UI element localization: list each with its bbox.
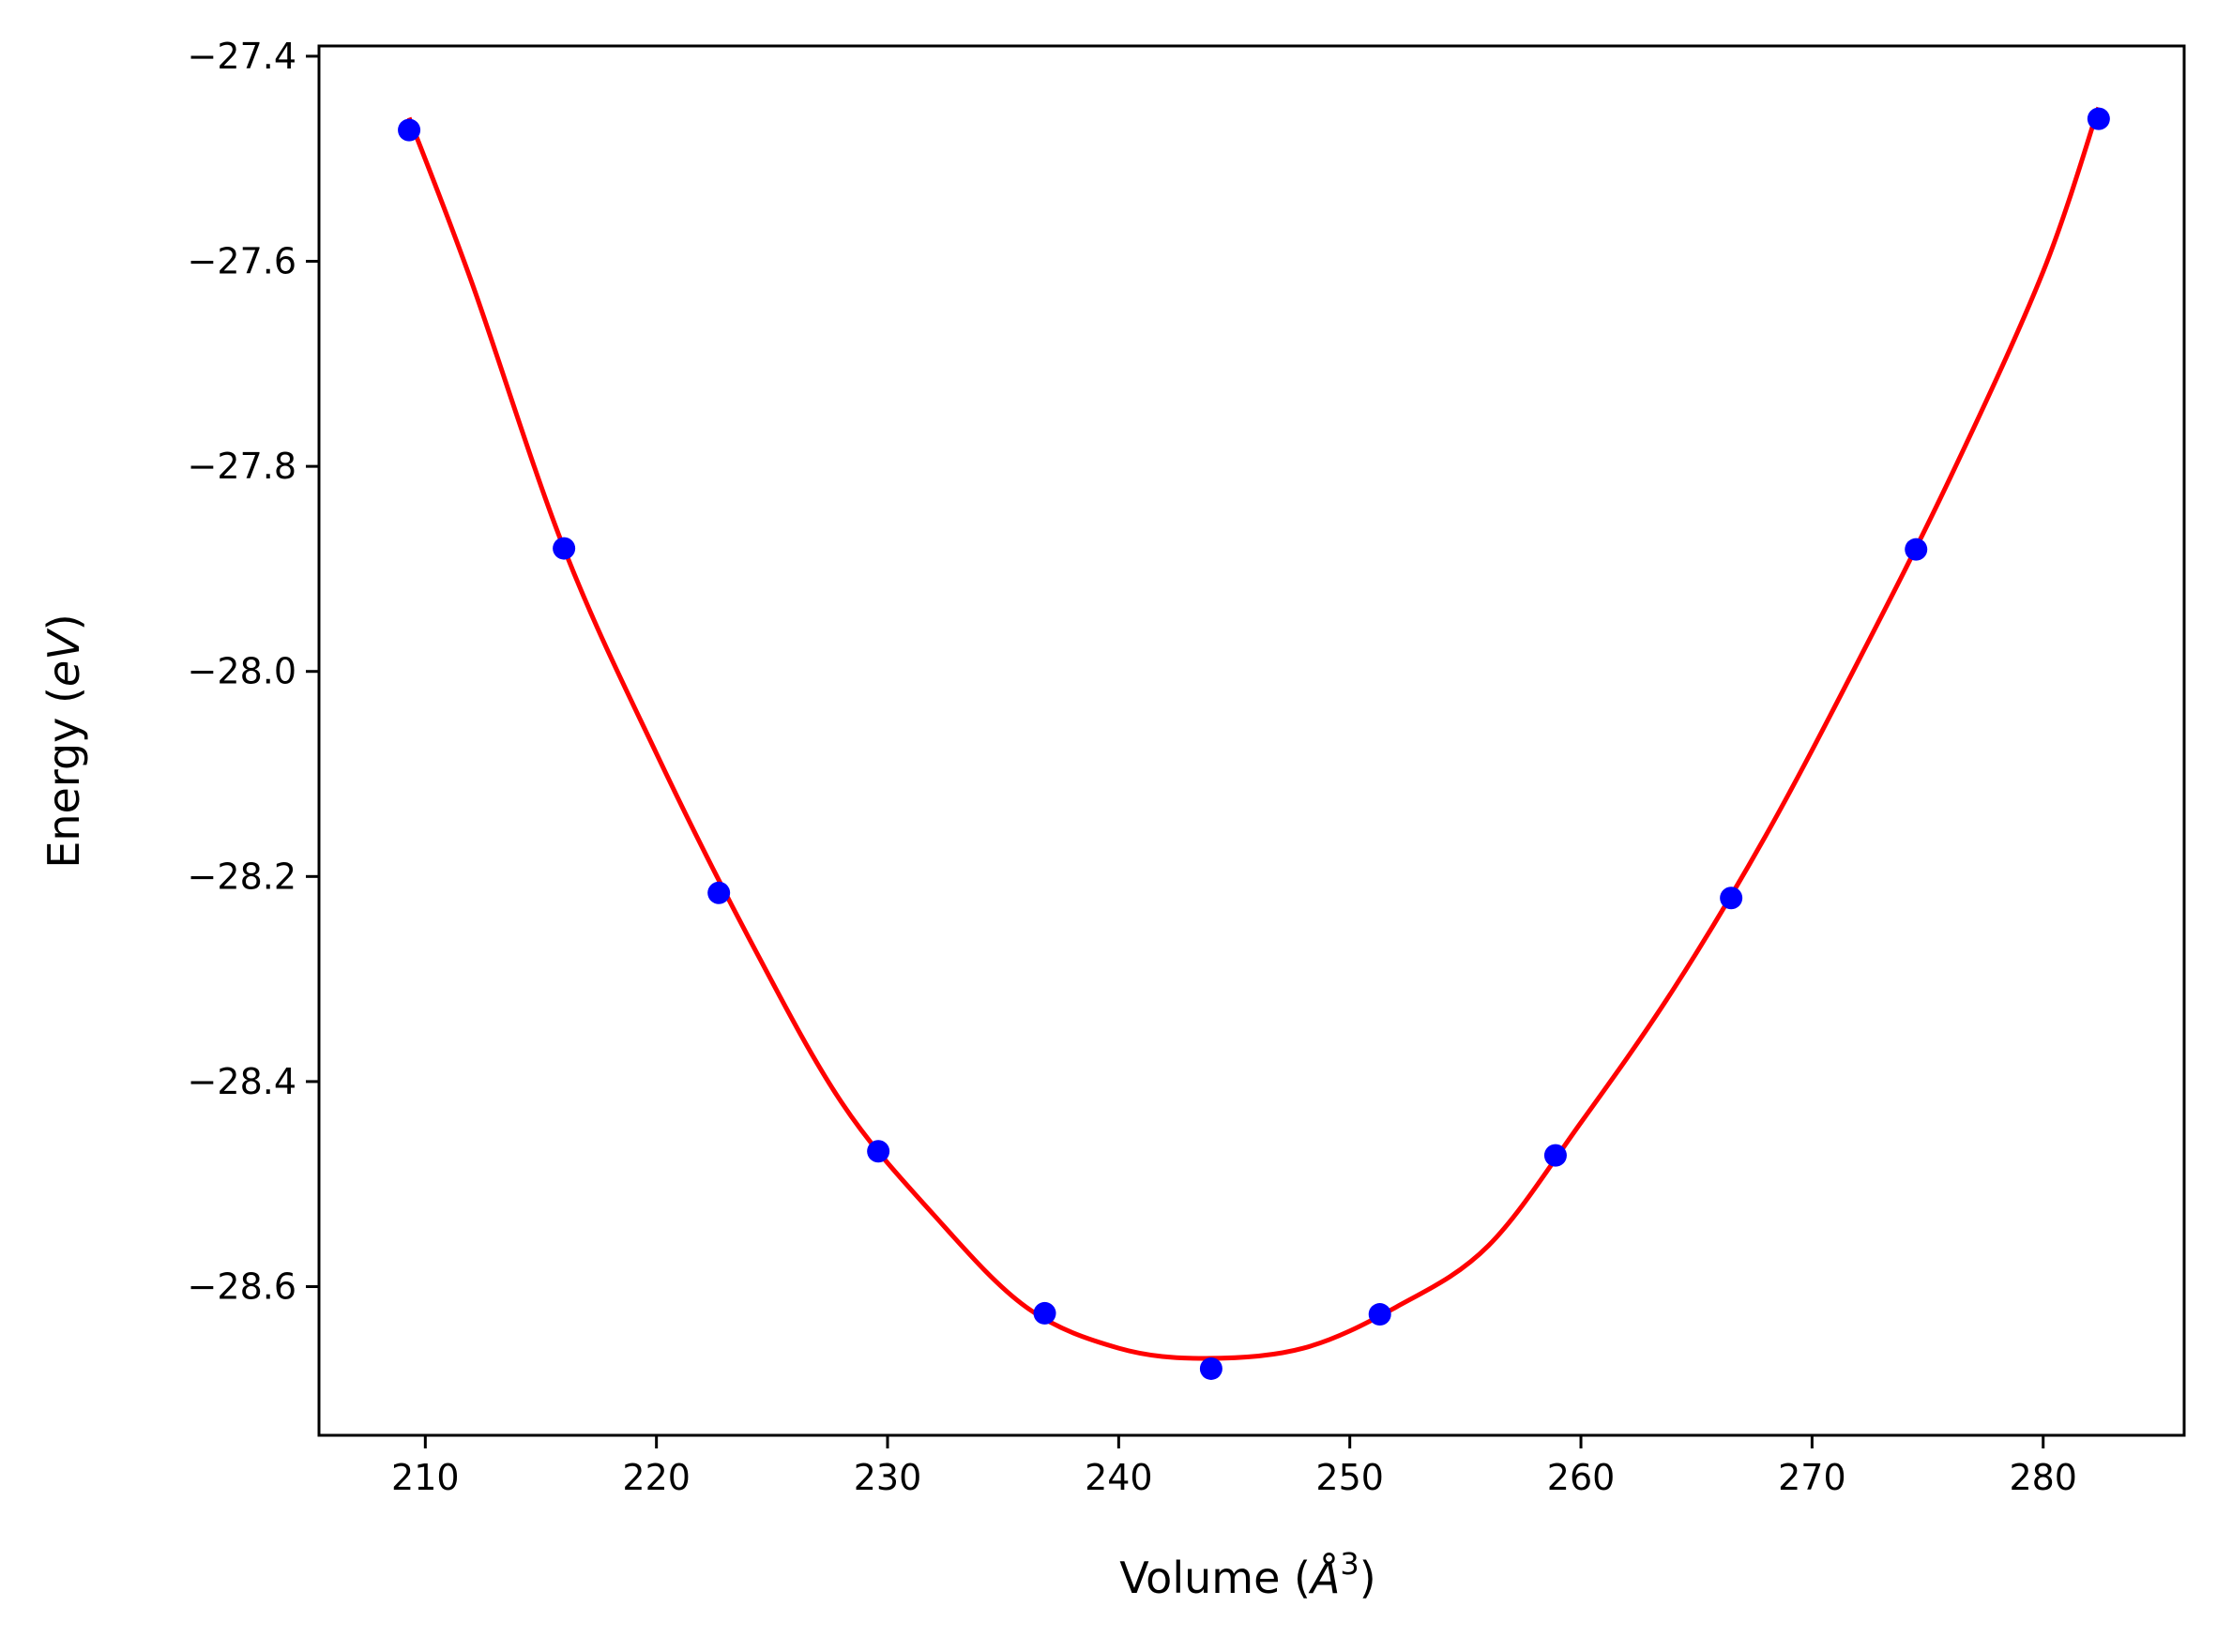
data-point xyxy=(1199,1356,1222,1380)
data-point xyxy=(1368,1303,1391,1326)
x-tick-label: 220 xyxy=(622,1457,691,1498)
x-tick-label: 250 xyxy=(1315,1457,1384,1498)
x-axis-label-prefix: Volume ( xyxy=(1119,1553,1311,1603)
x-axis-label-superscript: 3 xyxy=(1340,1546,1359,1582)
plot-frame xyxy=(317,44,2186,1437)
x-tick-label: 260 xyxy=(1547,1457,1616,1498)
y-tick-label: −28.6 xyxy=(188,1266,296,1308)
axis-ticks: 210 220 230 240 250 260 270 280 −27.4 −27.6 −27.8 −… xyxy=(188,36,2077,1498)
data-point xyxy=(1543,1144,1567,1167)
data-point xyxy=(867,1140,890,1163)
x-axis-label: Volume (Å3) xyxy=(1119,1546,1375,1603)
y-tick-label: −27.8 xyxy=(188,446,296,487)
y-axis-label-unit: eV xyxy=(38,628,89,687)
y-tick-label: −27.4 xyxy=(188,36,296,77)
y-tick-label: −28.4 xyxy=(188,1061,296,1102)
data-point xyxy=(553,537,576,560)
x-axis-label-suffix: ) xyxy=(1359,1553,1376,1603)
x-tick-label: 240 xyxy=(1085,1457,1153,1498)
y-axis-label-suffix: ) xyxy=(38,614,89,630)
y-tick-label: −28.2 xyxy=(188,856,296,897)
y-axis-label-prefix: Energy ( xyxy=(38,687,89,869)
data-point xyxy=(1033,1301,1056,1325)
x-tick-label: 210 xyxy=(391,1457,460,1498)
x-axis-label-symbol: Å xyxy=(1308,1553,1340,1603)
x-tick-label: 280 xyxy=(2009,1457,2077,1498)
y-tick-label: −28.0 xyxy=(188,651,296,692)
x-tick-label: 270 xyxy=(1778,1457,1846,1498)
y-tick-label: −27.6 xyxy=(188,241,296,282)
data-point xyxy=(1905,538,1928,561)
data-point xyxy=(1720,887,1743,910)
y-axis-label: Energy (eV) xyxy=(38,614,89,868)
x-tick-label: 230 xyxy=(854,1457,922,1498)
data-point xyxy=(707,881,731,904)
series-layer xyxy=(398,106,2110,1380)
data-point xyxy=(398,118,421,142)
data-point xyxy=(2087,107,2110,130)
fit-curve-line xyxy=(406,106,2102,1361)
